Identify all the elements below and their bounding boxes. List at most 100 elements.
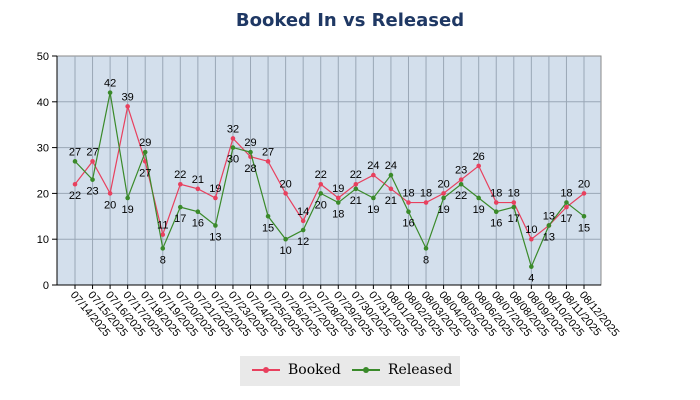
data-point-released [388, 172, 394, 178]
grid-lines [57, 56, 601, 285]
data-point-booked [283, 191, 288, 196]
data-label-released: 12 [297, 236, 309, 248]
data-label-booked: 11 [157, 220, 168, 232]
data-label-released: 10 [279, 245, 291, 257]
axes: 0102030405007/14/202507/15/202507/16/202… [37, 51, 622, 339]
data-label-booked: 22 [315, 169, 327, 181]
data-label-released: 8 [160, 254, 166, 266]
y-tick-label: 20 [37, 188, 49, 200]
data-point-released [107, 90, 113, 95]
data-point-booked [529, 236, 534, 242]
data-point-booked [423, 200, 429, 205]
data-point-released [283, 236, 288, 242]
data-point-released [476, 195, 481, 201]
data-label-released: 4 [528, 273, 534, 285]
data-label-booked: 14 [297, 206, 309, 218]
data-label-booked: 21 [192, 174, 204, 186]
data-label-booked: 22 [69, 190, 81, 202]
data-label-released: 18 [560, 188, 572, 200]
data-point-booked [213, 195, 218, 201]
legend-label-booked: Booked [288, 362, 341, 378]
data-label-released: 8 [423, 254, 429, 266]
data-point-released [441, 195, 446, 201]
data-point-booked [178, 181, 183, 187]
data-point-released [213, 223, 218, 228]
data-label-released: 19 [473, 204, 485, 216]
data-point-released [406, 209, 411, 215]
data-label-booked: 20 [279, 178, 291, 190]
data-point-released [300, 227, 306, 233]
data-label-released: 18 [332, 209, 344, 221]
data-label-released: 13 [543, 231, 555, 243]
data-point-released [90, 177, 95, 182]
series-line-released [74, 92, 585, 269]
data-point-booked [318, 181, 324, 187]
data-point-released [195, 209, 201, 215]
data-point-released [230, 145, 236, 150]
data-point-released [178, 204, 183, 210]
data-label-booked: 27 [262, 146, 274, 158]
data-point-booked [353, 181, 359, 187]
legend-swatch-released [352, 363, 380, 377]
data-point-released [371, 195, 376, 201]
data-label-released: 19 [437, 204, 449, 216]
data-label-booked: 20 [104, 199, 116, 211]
data-label-booked: 20 [578, 178, 590, 190]
series-line-booked [74, 103, 585, 241]
data-label-booked: 26 [473, 151, 485, 163]
y-tick-label: 30 [37, 143, 49, 155]
data-label-booked: 19 [332, 183, 344, 195]
data-label-released: 16 [192, 218, 204, 230]
legend-item-released: Released [352, 362, 452, 378]
data-label-released: 16 [402, 218, 414, 230]
data-point-booked [195, 186, 201, 192]
data-point-booked [160, 232, 166, 237]
y-tick-label: 0 [43, 280, 49, 292]
data-point-released [529, 264, 534, 269]
data-point-released [265, 214, 271, 219]
data-point-booked [107, 191, 113, 196]
data-label-booked: 22 [174, 169, 186, 181]
data-label-released: 29 [244, 137, 256, 149]
data-label-released: 19 [367, 204, 379, 216]
data-point-released [564, 200, 569, 205]
data-label-released: 24 [385, 160, 397, 172]
data-point-released [581, 214, 587, 219]
data-label-booked: 39 [122, 91, 134, 103]
data-point-released [72, 159, 78, 164]
data-label-released: 20 [315, 199, 327, 211]
data-label-booked: 22 [350, 169, 362, 181]
data-label-booked: 28 [244, 163, 256, 175]
data-label-released: 15 [578, 222, 590, 234]
data-point-released [335, 200, 341, 205]
data-point-booked [511, 200, 517, 205]
data-label-booked: 18 [402, 188, 414, 200]
data-point-released [125, 195, 130, 201]
data-label-booked: 27 [139, 167, 151, 179]
data-label-released: 21 [350, 195, 362, 207]
chart-title: Booked In vs Released [235, 10, 465, 31]
data-point-booked [458, 177, 464, 182]
data-point-released [248, 149, 253, 155]
data-label-booked: 17 [560, 213, 572, 225]
data-label-released: 27 [69, 146, 81, 158]
data-label-released: 23 [86, 186, 98, 198]
data-point-booked [335, 195, 341, 201]
data-point-released [353, 186, 359, 192]
data-point-booked [72, 181, 78, 187]
data-point-released [511, 204, 517, 210]
data-label-released: 29 [139, 137, 151, 149]
data-point-booked [388, 186, 394, 192]
data-label-released: 30 [227, 154, 239, 166]
data-label-released: 42 [104, 78, 116, 90]
data-label-booked: 27 [86, 146, 98, 158]
data-point-released [142, 149, 148, 155]
data-point-booked [581, 191, 587, 196]
data-point-booked [371, 172, 376, 178]
data-point-booked [441, 191, 446, 196]
data-point-released [546, 223, 552, 228]
data-point-booked [300, 218, 306, 224]
data-point-released [318, 191, 324, 196]
data-label-booked: 18 [420, 188, 432, 200]
